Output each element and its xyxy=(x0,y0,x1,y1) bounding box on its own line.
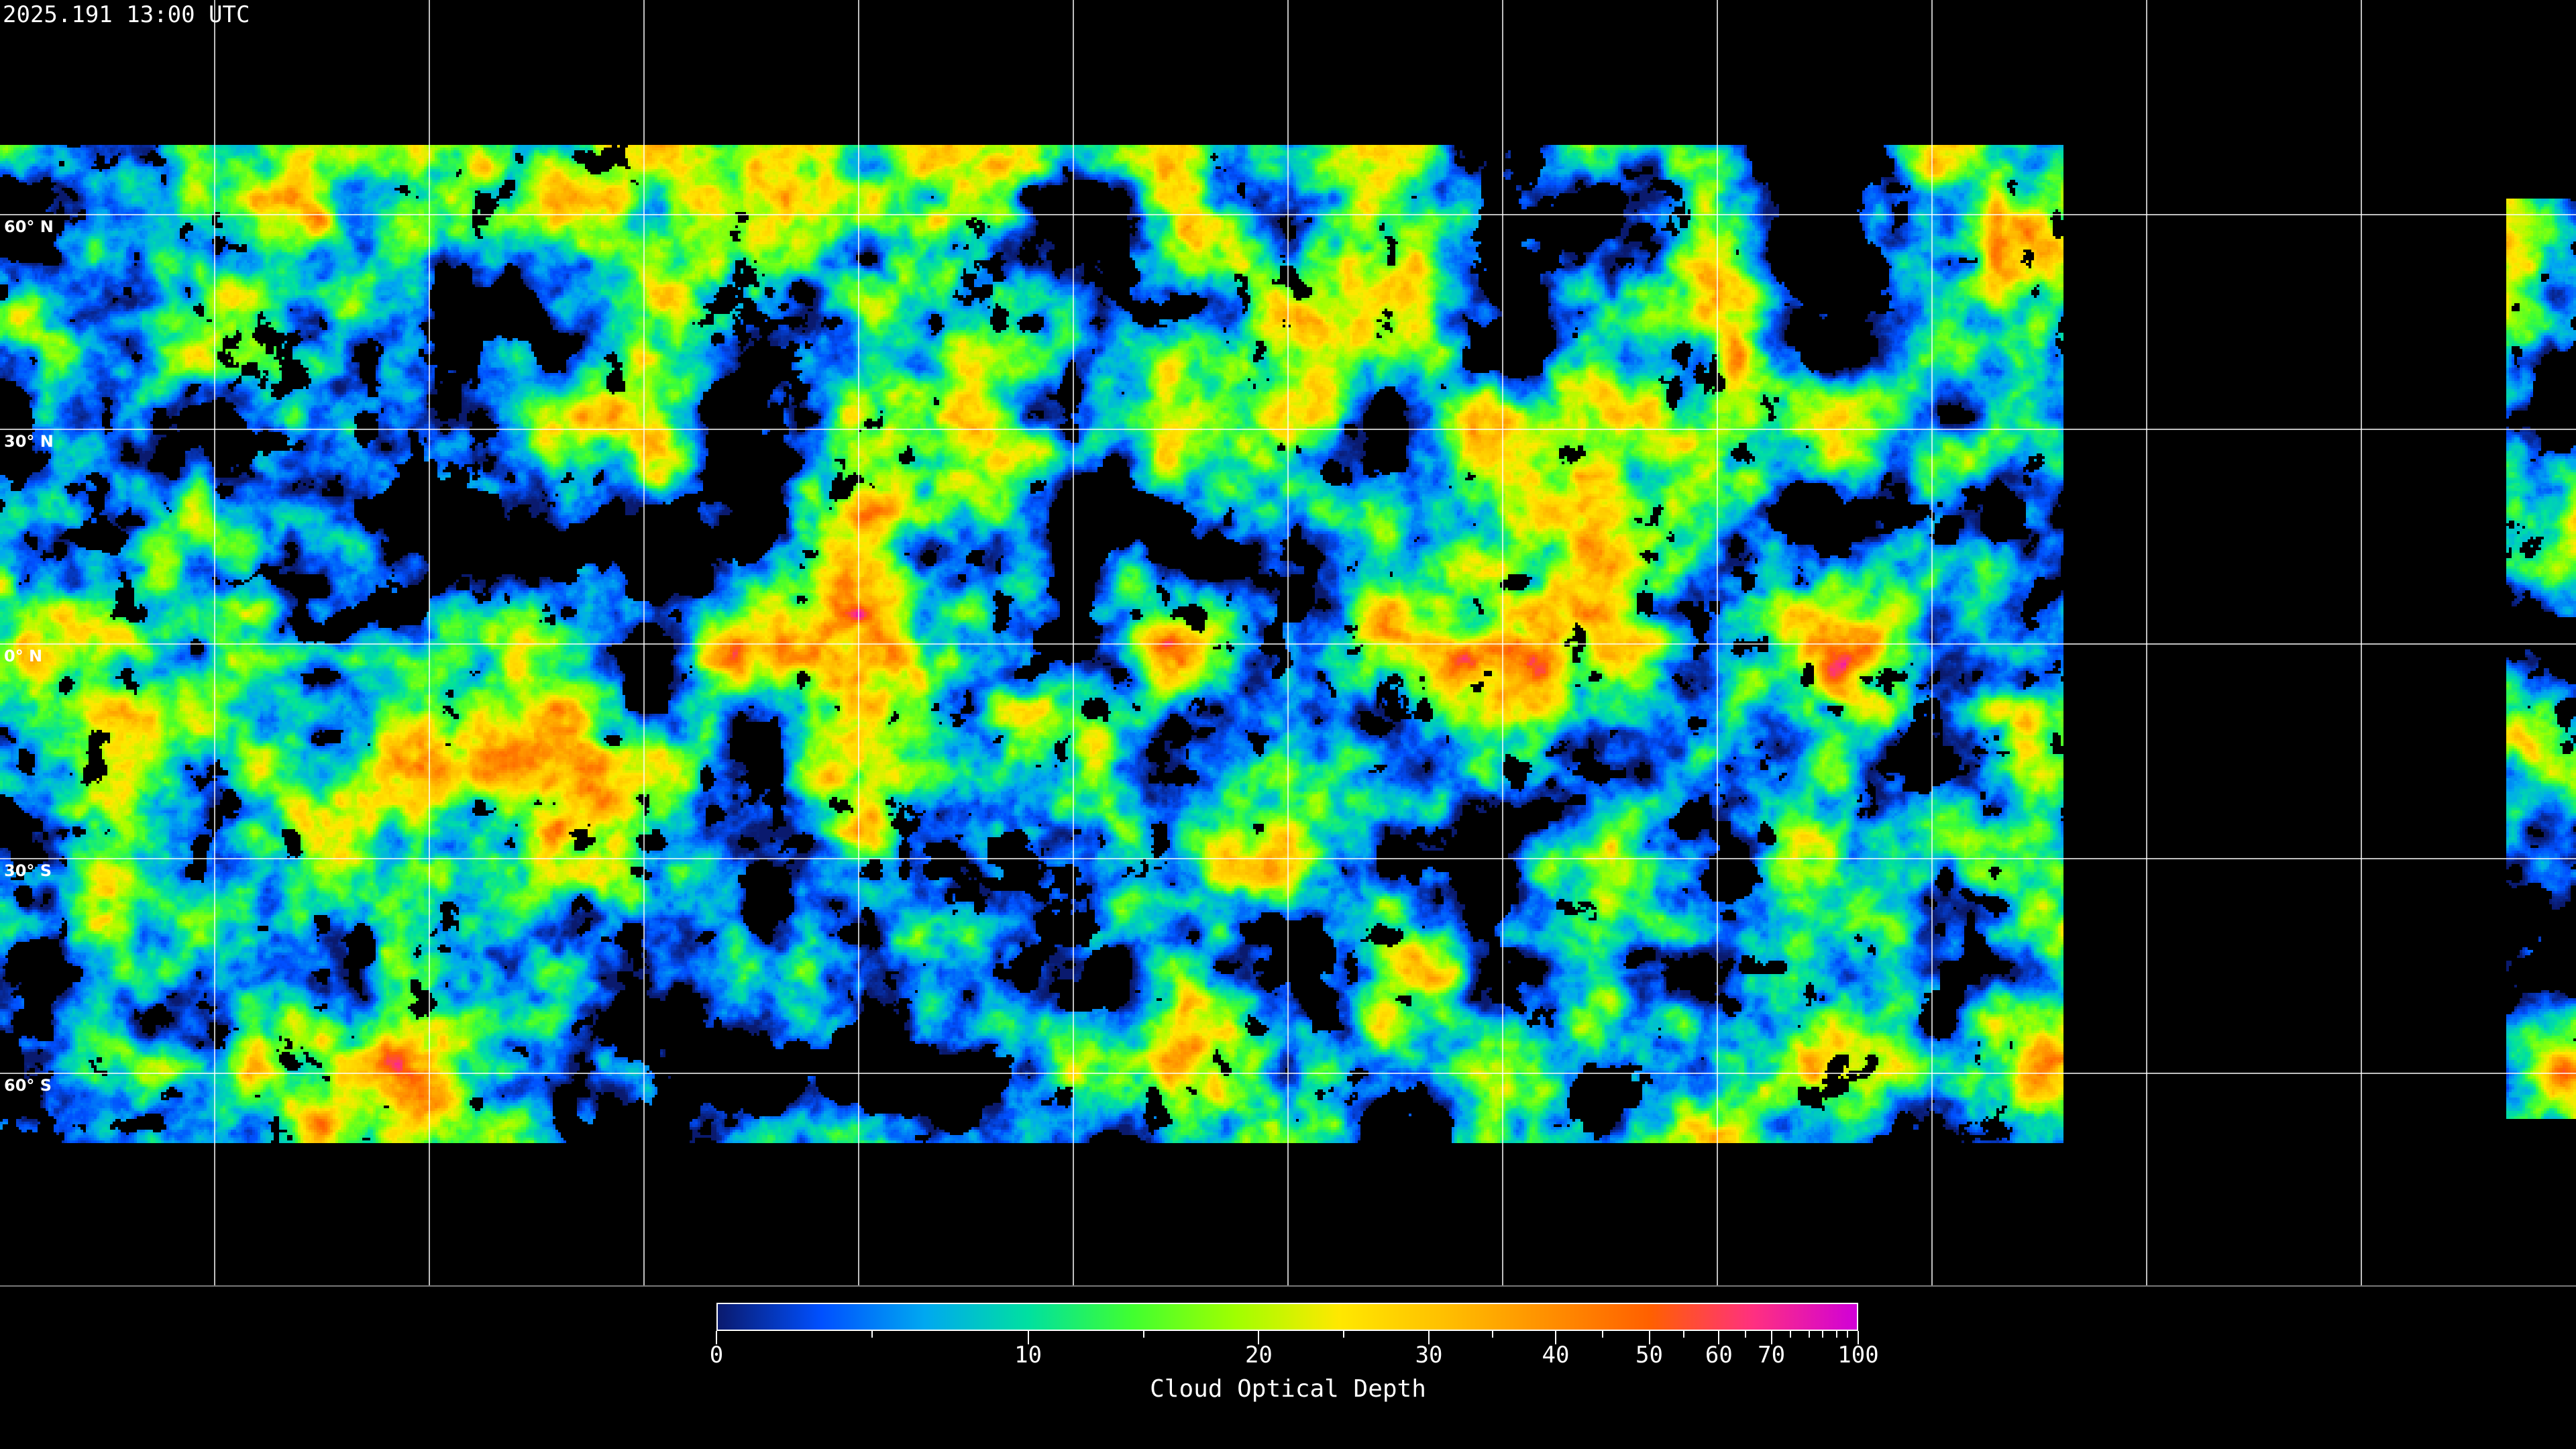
major-tick xyxy=(716,1331,717,1344)
major-tick xyxy=(1858,1331,1859,1344)
lat-label-30n: 30° N xyxy=(4,432,54,451)
minor-tick xyxy=(871,1331,873,1338)
timestamp-label: 2025.191 13:00 UTC xyxy=(3,1,250,28)
minor-tick xyxy=(1808,1331,1810,1338)
tick-label: 70 xyxy=(1758,1342,1786,1368)
major-tick xyxy=(1648,1331,1650,1344)
colorbar-ticks xyxy=(716,1331,1859,1344)
minor-tick xyxy=(1142,1331,1144,1338)
tick-label: 20 xyxy=(1244,1342,1273,1368)
tick-label: 10 xyxy=(1014,1342,1042,1368)
map-bottom-border xyxy=(0,1285,2576,1287)
colorbar xyxy=(716,1303,1858,1331)
major-tick xyxy=(1770,1331,1772,1344)
graticule xyxy=(0,0,2576,1285)
tick-label: 60 xyxy=(1705,1342,1733,1368)
cloud-optical-depth-map xyxy=(0,0,2576,1288)
minor-tick xyxy=(1491,1331,1493,1338)
major-tick xyxy=(1554,1331,1556,1344)
minor-tick xyxy=(1789,1331,1791,1338)
minor-tick xyxy=(1835,1331,1837,1338)
tick-label: 50 xyxy=(1635,1342,1664,1368)
colorbar-title: Cloud Optical Depth xyxy=(1150,1375,1426,1403)
lat-label-30s: 30° S xyxy=(4,861,52,880)
major-tick xyxy=(1027,1331,1029,1344)
minor-tick xyxy=(1683,1331,1685,1338)
tick-label: 40 xyxy=(1542,1342,1570,1368)
tick-label: 30 xyxy=(1415,1342,1443,1368)
lat-label-60n: 60° N xyxy=(4,217,54,236)
major-tick xyxy=(1428,1331,1430,1344)
minor-tick xyxy=(1744,1331,1746,1338)
tick-label: 100 xyxy=(1837,1342,1879,1368)
tick-label: 0 xyxy=(709,1342,724,1368)
lat-label-60s: 60° S xyxy=(4,1076,52,1095)
minor-tick xyxy=(1601,1331,1603,1338)
minor-tick xyxy=(1822,1331,1824,1338)
lat-label-equator: 0° N xyxy=(4,647,43,665)
minor-tick xyxy=(1343,1331,1345,1338)
minor-tick xyxy=(1846,1331,1848,1338)
major-tick xyxy=(1258,1331,1260,1344)
major-tick xyxy=(1718,1331,1720,1344)
